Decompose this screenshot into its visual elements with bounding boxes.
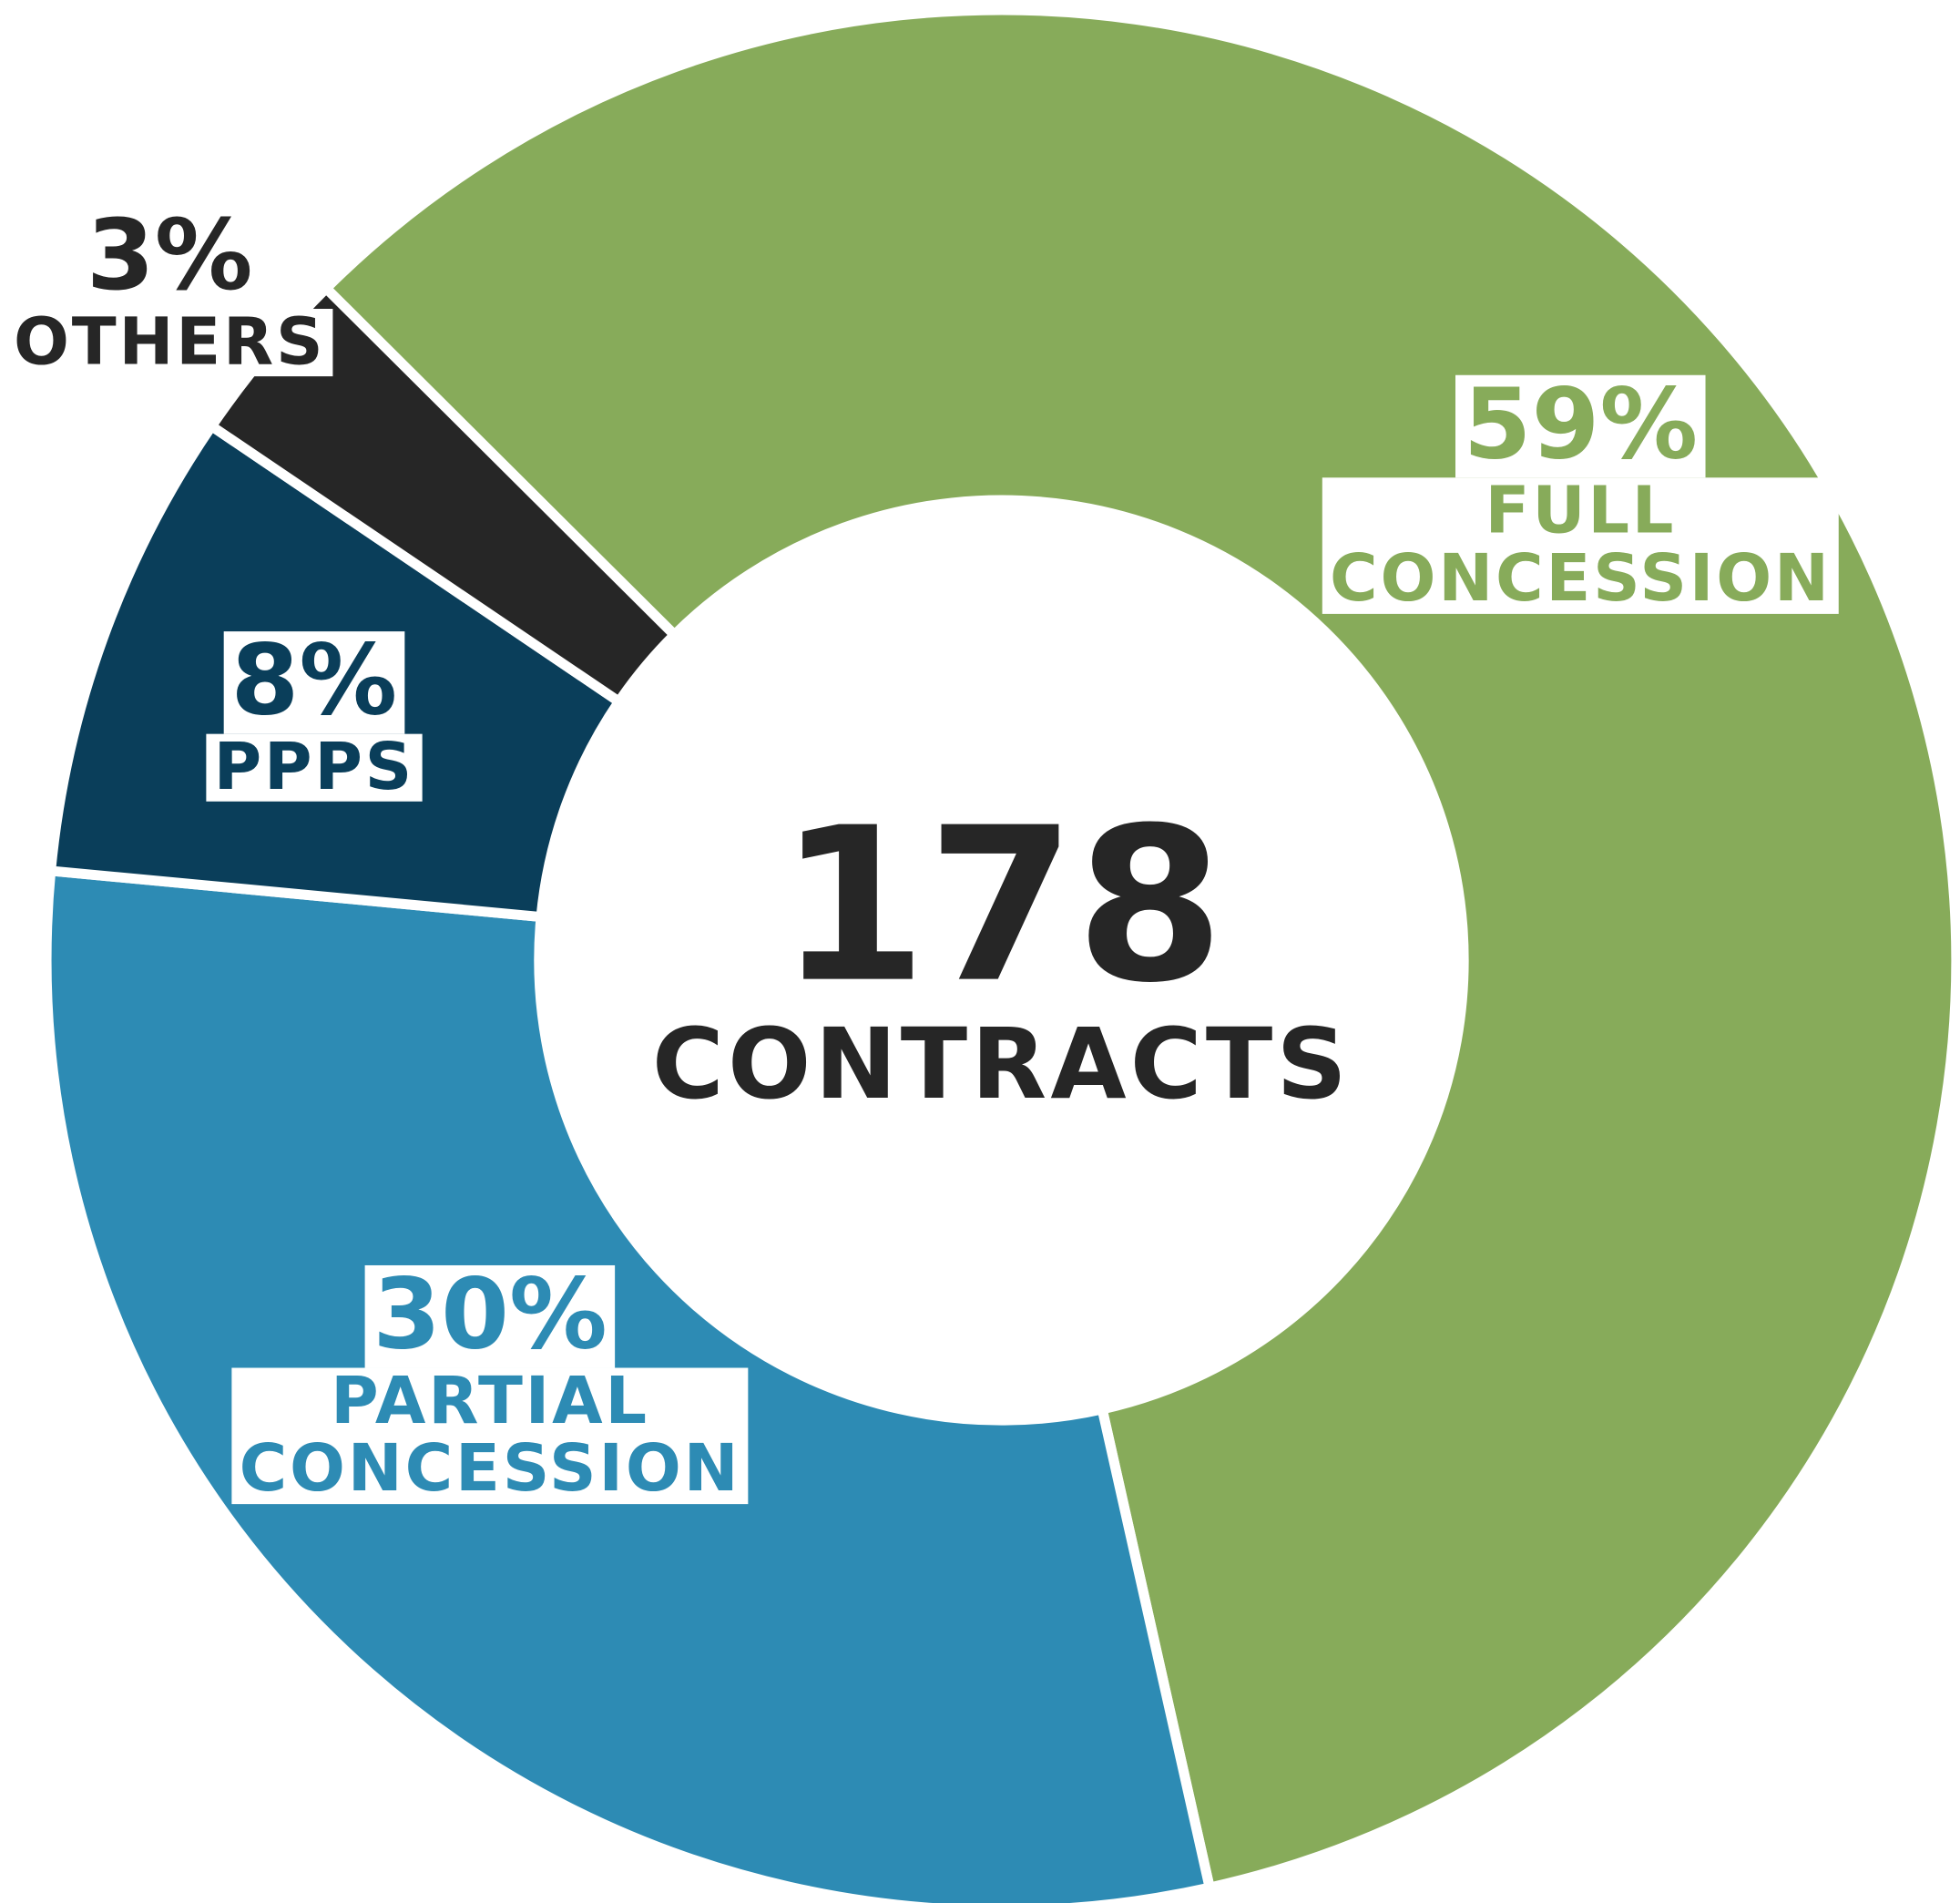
category-label: OTHERS bbox=[5, 309, 333, 377]
value-label: 30% bbox=[364, 1264, 616, 1368]
center-label: CONTRACTS bbox=[651, 1008, 1352, 1122]
segment-label: 59% FULL CONCESSION bbox=[1322, 374, 1840, 615]
segment-label: 8% PPPS bbox=[206, 630, 423, 803]
donut-segment bbox=[204, 281, 682, 709]
category-label: PPPS bbox=[206, 733, 423, 803]
value-label: 8% bbox=[223, 630, 405, 734]
segment-label: 3% OTHERS bbox=[5, 205, 333, 377]
value-label: 59% bbox=[1455, 374, 1706, 478]
center: 178 CONTRACTS bbox=[652, 800, 1351, 1120]
center-value: 178 bbox=[778, 783, 1225, 1030]
segment-label: 30% PARTIAL CONCESSION bbox=[231, 1264, 749, 1505]
value-label: 3% bbox=[78, 205, 260, 309]
category-label: FULL CONCESSION bbox=[1322, 477, 1840, 615]
category-label: PARTIAL CONCESSION bbox=[231, 1367, 749, 1505]
